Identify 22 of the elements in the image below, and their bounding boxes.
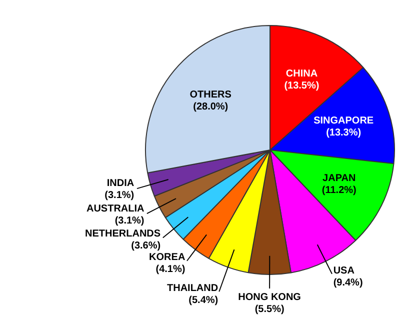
- slice-label: NETHERLANDS: [85, 228, 161, 240]
- data-label: (3.1%): [114, 216, 144, 227]
- data-label: (13.3%): [326, 127, 362, 138]
- data-label: (3.6%): [131, 240, 161, 252]
- slice-label: AUSTRALIA: [86, 204, 144, 215]
- data-label: (5.4%): [188, 295, 218, 306]
- data-label: (5.5%): [254, 304, 284, 316]
- slice-label: KOREA: [149, 252, 186, 264]
- slice-label: JAPAN: [322, 173, 356, 184]
- slice-label: CHINA: [286, 68, 318, 80]
- slice-label: OTHERS: [190, 89, 232, 100]
- slice-label: THAILAND: [166, 283, 218, 294]
- slice-label: HONG KONG: [238, 292, 302, 304]
- data-label: (3.1%): [104, 190, 134, 202]
- data-label: (13.5%): [284, 80, 320, 92]
- slice-label: USA: [333, 265, 354, 276]
- data-label: (9.4%): [333, 277, 363, 288]
- slice-label: SINGAPORE: [314, 115, 374, 126]
- slice-label: INDIA: [106, 178, 134, 190]
- data-label: (11.2%): [322, 185, 356, 196]
- data-label: (28.0%): [193, 101, 228, 112]
- data-label: (4.1%): [156, 264, 186, 276]
